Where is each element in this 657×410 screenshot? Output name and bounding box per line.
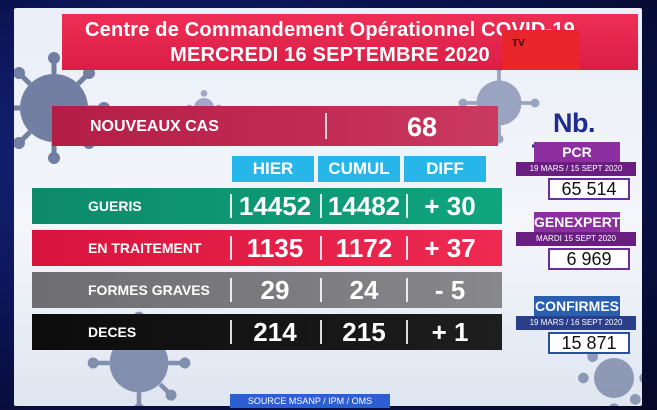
cell-hier: 1135 — [246, 233, 304, 263]
pcr-period: 19 MARS / 15 SEPT 2020 — [516, 162, 636, 176]
divider — [320, 194, 322, 218]
header-title: Centre de Commandement Opérationnel COVI… — [84, 19, 575, 41]
cell-diff: + 30 — [424, 191, 476, 221]
cell-cumul: 14482 — [327, 191, 401, 221]
channel-logo: TV — [502, 30, 580, 70]
row-label: FORMES GRAVES — [88, 282, 210, 298]
source-caption: SOURCE MSANP / IPM / OMS — [230, 394, 390, 408]
divider — [230, 194, 232, 218]
row-label: EN TRAITEMENT — [88, 240, 202, 256]
cell-hier: 214 — [253, 317, 297, 347]
divider — [230, 320, 232, 344]
column-header-cumul: CUMUL — [318, 156, 400, 182]
divider — [320, 236, 322, 260]
header-date: MERCREDI 16 SEPTEMBRE 2020 — [170, 44, 490, 66]
cell-hier: 29 — [260, 275, 290, 305]
cell-cumul: 215 — [342, 317, 386, 347]
cell-hier: 14452 — [238, 191, 312, 221]
confirmes-period: 19 MARS / 16 SEPT 2020 — [516, 316, 636, 330]
divider — [230, 236, 232, 260]
new-cases-label: NOUVEAUX CAS — [90, 118, 219, 135]
confirmes-label: CONFIRMES — [534, 296, 620, 316]
divider — [406, 236, 408, 260]
pcr-value: 65 514 — [548, 178, 630, 200]
cell-cumul: 24 — [349, 275, 379, 305]
cell-diff: + 37 — [424, 233, 476, 263]
row-en-traitement: EN TRAITEMENT 1135 1172 + 37 — [32, 230, 502, 266]
divider — [230, 278, 232, 302]
row-label: GUERIS — [88, 198, 142, 214]
column-header-hier: HIER — [232, 156, 314, 182]
divider — [320, 320, 322, 344]
cell-diff: + 1 — [431, 317, 469, 347]
divider — [406, 194, 408, 218]
genexpert-label: GENEXPERT — [534, 212, 621, 232]
genexpert-period: MARDI 15 SEPT 2020 — [516, 232, 636, 246]
confirmes-value: 15 871 — [548, 332, 630, 354]
info-board: Centre de Commandement Opérationnel COVI… — [14, 8, 642, 406]
row-deces: DECES 214 215 + 1 — [32, 314, 502, 350]
row-gueris: GUERIS 14452 14482 + 30 — [32, 188, 502, 224]
row-label: DECES — [88, 324, 137, 340]
new-cases-value: 68 — [406, 112, 438, 142]
pcr-label: PCR — [534, 142, 620, 162]
cell-diff: - 5 — [434, 275, 466, 305]
cell-cumul: 1172 — [335, 233, 393, 263]
divider — [320, 278, 322, 302]
divider — [406, 278, 408, 302]
new-cases-row: NOUVEAUX CAS 68 — [52, 106, 498, 146]
divider — [406, 320, 408, 344]
divider — [325, 113, 327, 139]
row-formes-graves: FORMES GRAVES 29 24 - 5 — [32, 272, 502, 308]
column-header-diff: DIFF — [404, 156, 486, 182]
genexpert-value: 6 969 — [548, 248, 630, 270]
